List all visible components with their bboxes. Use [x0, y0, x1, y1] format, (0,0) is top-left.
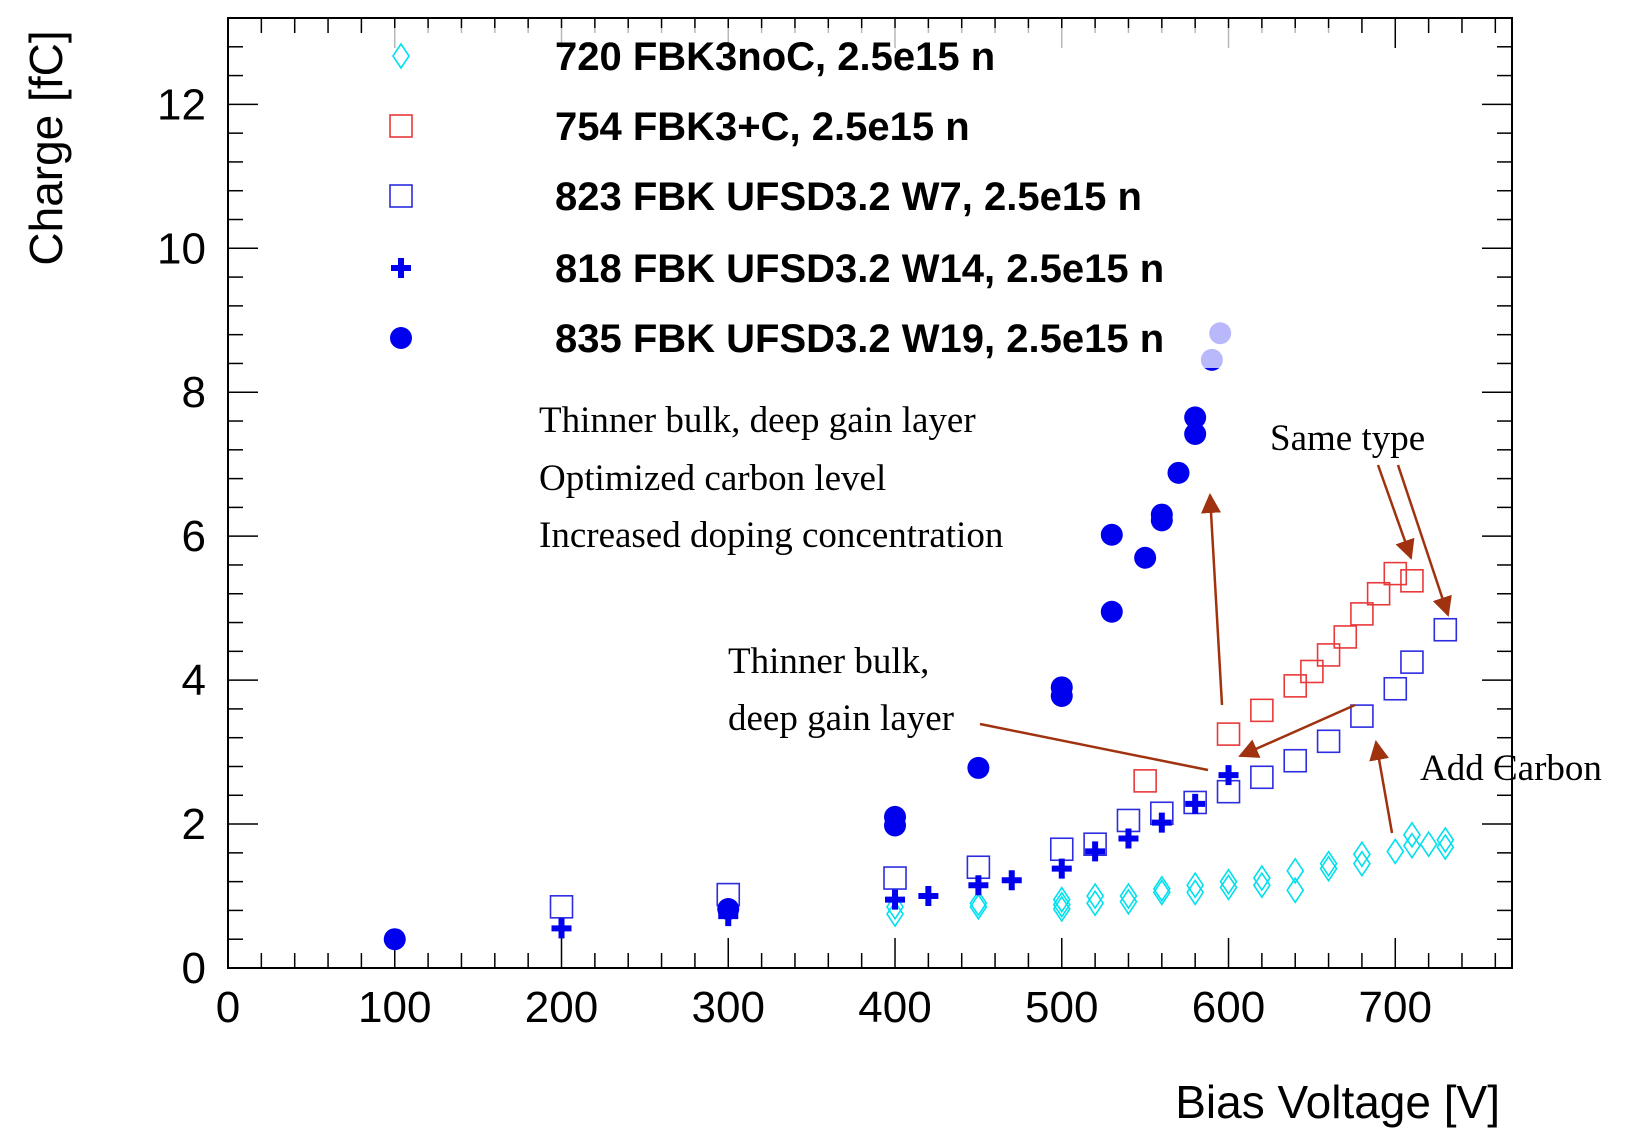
data-point-series-3	[967, 856, 989, 878]
legend-label-4: 818 FBK UFSD3.2 W14, 2.5e15 n	[555, 247, 1164, 291]
arrow-to-w19	[1210, 495, 1222, 705]
annotation-text-4: Same type	[1270, 418, 1425, 459]
annotations: Thinner bulk, deep gain layer Optimized c…	[539, 400, 1602, 833]
data-point-series-5	[1167, 462, 1189, 484]
data-point-series-5	[1101, 601, 1123, 623]
data-point-series-3	[1318, 730, 1340, 752]
data-point-series-2	[1368, 583, 1390, 605]
data-point-series-5	[1184, 423, 1206, 445]
data-point-series-1	[1421, 832, 1437, 856]
arrow-same-type-red	[1378, 465, 1411, 558]
legend-marker-5	[390, 327, 412, 349]
data-point-series-1	[1187, 880, 1203, 904]
data-point-series-4	[1085, 841, 1105, 861]
data-point-series-5	[384, 928, 406, 950]
data-point-series-3	[1401, 651, 1423, 673]
data-point-series-1	[1387, 839, 1403, 863]
y-tick-label: 0	[182, 944, 206, 993]
data-point-series-4	[1152, 813, 1172, 833]
data-point-series-2	[1134, 770, 1156, 792]
data-point-series-5	[1051, 685, 1073, 707]
data-point-series-2	[1251, 699, 1273, 721]
data-point-series-5	[1151, 509, 1173, 531]
data-point-series-5	[1134, 547, 1156, 569]
data-point-series-3	[1284, 750, 1306, 772]
arrow-add-carbon	[1376, 742, 1392, 833]
data-point-series-2	[1218, 723, 1240, 745]
x-tick-label: 500	[1025, 983, 1098, 1032]
data-point-series-2	[1351, 603, 1373, 625]
x-axis-title: Bias Voltage [V]	[1175, 1076, 1500, 1128]
y-tick-label: 8	[182, 368, 206, 417]
data-point-series-2	[1384, 563, 1406, 585]
leader-line-deep-gain	[980, 724, 1208, 770]
data-point-series-5	[717, 898, 739, 920]
data-point-series-1	[1187, 873, 1203, 897]
y-axis-title: Charge [fC]	[20, 30, 72, 265]
data-point-series-2	[1301, 660, 1323, 682]
legend-label-5: 835 FBK UFSD3.2 W19, 2.5e15 n	[555, 317, 1164, 361]
y-tick-label: 2	[182, 800, 206, 849]
data-point-series-5	[884, 815, 906, 837]
data-point-series-4	[1002, 870, 1022, 890]
x-tick-label: 100	[358, 983, 431, 1032]
data-point-series-1	[1254, 866, 1270, 890]
data-point-series-4	[1052, 859, 1072, 879]
x-tick-label: 600	[1192, 983, 1265, 1032]
data-point-series-4	[918, 886, 938, 906]
data-point-series-5	[967, 757, 989, 779]
data-point-series-3	[1384, 678, 1406, 700]
y-tick-label: 12	[157, 80, 206, 129]
y-tick-label: 4	[182, 656, 206, 705]
x-tick-label: 0	[216, 983, 240, 1032]
data-point-series-3	[1051, 838, 1073, 860]
data-point-series-3	[884, 867, 906, 889]
data-point-series-3	[1434, 619, 1456, 641]
data-point-series-1	[1254, 873, 1270, 897]
data-point-series-1	[1437, 835, 1453, 859]
y-tick-label: 10	[157, 224, 206, 273]
x-tick-label: 300	[692, 983, 765, 1032]
legend-label-3: 823 FBK UFSD3.2 W7, 2.5e15 n	[555, 175, 1142, 219]
annotation-text-7: Add Carbon	[1420, 748, 1602, 789]
legend: 720 FBK3noC, 2.5e15 n 754 FBK3+C, 2.5e15 …	[370, 28, 1330, 368]
data-point-series-1	[1354, 852, 1370, 876]
data-point-series-3	[1117, 809, 1139, 831]
data-point-series-1	[1087, 884, 1103, 908]
x-tick-label: 700	[1359, 983, 1432, 1032]
annotation-text-5: Thinner bulk,	[728, 641, 929, 682]
data-point-series-3	[551, 896, 573, 918]
annotation-text-6: deep gain layer	[728, 698, 954, 739]
data-point-series-4	[1219, 765, 1239, 785]
x-tick-label: 400	[858, 983, 931, 1032]
data-point-series-1	[1437, 828, 1453, 852]
data-point-series-2	[1284, 675, 1306, 697]
data-point-series-4	[552, 918, 572, 938]
legend-label-1: 720 FBK3noC, 2.5e15 n	[555, 35, 995, 79]
data-point-series-3	[1351, 705, 1373, 727]
annotation-text-1: Thinner bulk, deep gain layer	[539, 400, 976, 441]
annotation-text-2: Optimized carbon level	[539, 458, 886, 499]
data-point-series-3	[1251, 766, 1273, 788]
data-point-series-4	[1185, 794, 1205, 814]
data-point-series-1	[1087, 891, 1103, 915]
y-tick-label: 6	[182, 512, 206, 561]
data-point-series-1	[1354, 842, 1370, 866]
legend-label-2: 754 FBK3+C, 2.5e15 n	[555, 105, 970, 149]
annotation-text-3: Increased doping concentration	[539, 515, 1003, 556]
data-point-series-2	[1401, 570, 1423, 592]
x-tick-label: 200	[525, 983, 598, 1032]
data-point-series-5	[1101, 524, 1123, 546]
